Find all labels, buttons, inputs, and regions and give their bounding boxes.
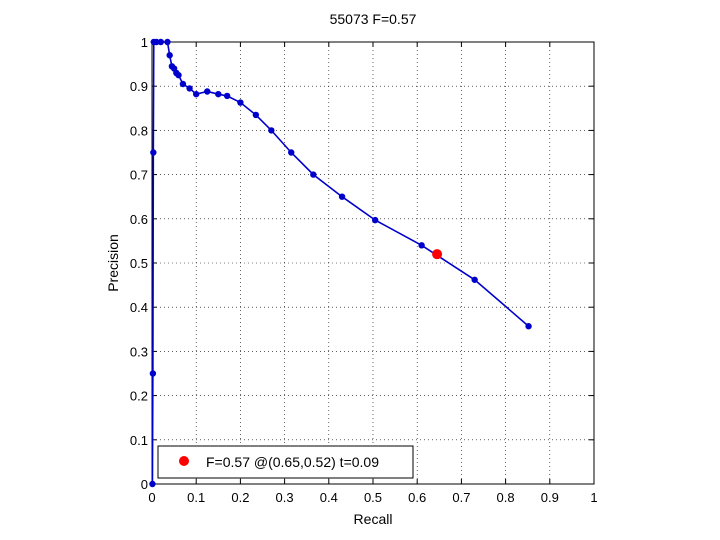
x-tick-label: 0.1 — [187, 490, 205, 505]
x-tick-label: 0.4 — [320, 490, 338, 505]
x-tick-label: 0.7 — [452, 490, 470, 505]
grid — [152, 42, 594, 484]
data-point — [252, 111, 260, 119]
legend-box — [157, 445, 414, 479]
data-point — [150, 149, 157, 156]
data-point — [418, 242, 425, 249]
data-point — [179, 80, 187, 88]
x-tick-label: 0.9 — [541, 490, 559, 505]
y-tick-labels: 0 0.1 0.2 0.3 0.4 0.5 0.6 0.7 0.8 0.9 1 — [130, 35, 148, 492]
data-point — [310, 171, 317, 178]
data-point — [372, 216, 379, 224]
data-point — [164, 38, 171, 46]
data-point — [268, 127, 275, 134]
x-tick-label: 0.2 — [231, 490, 249, 505]
x-tick-label: 0.3 — [276, 490, 294, 505]
data-point — [186, 85, 193, 92]
legend: F=0.57 @(0.65,0.52) t=0.09 — [157, 445, 414, 479]
x-tick-label: 0.6 — [408, 490, 426, 505]
x-tick-label: 0.5 — [364, 490, 382, 505]
legend-marker — [179, 456, 189, 466]
x-axis-label: Recall — [354, 511, 393, 527]
y-tick-label: 0.9 — [130, 79, 148, 94]
data-point — [149, 370, 157, 377]
chart-title: 55073 F=0.57 — [330, 11, 417, 27]
data-point — [471, 276, 478, 283]
legend-label: F=0.57 @(0.65,0.52) t=0.09 — [206, 454, 379, 470]
data-point — [193, 90, 200, 98]
y-tick-label: 0 — [141, 477, 148, 492]
best-f-point — [432, 249, 443, 260]
data-point — [149, 480, 156, 488]
y-tick-label: 0.6 — [130, 212, 148, 227]
data-point — [175, 71, 182, 79]
x-tick-label: 0 — [148, 490, 155, 505]
y-tick-label: 0.1 — [130, 433, 148, 448]
data-point — [223, 92, 231, 100]
y-tick-label: 0.2 — [130, 389, 148, 404]
data-point — [525, 323, 532, 330]
y-tick-label: 0.4 — [130, 300, 148, 315]
y-tick-label: 0.5 — [130, 256, 148, 271]
x-tick-label: 0.8 — [497, 490, 515, 505]
data-point — [338, 193, 346, 200]
x-tick-labels: 0 0.1 0.2 0.3 0.4 0.5 0.6 0.7 0.8 0.9 1 — [148, 490, 597, 505]
y-axis-label: Precision — [105, 234, 121, 292]
y-tick-label: 0.3 — [130, 344, 148, 359]
y-tick-label: 1 — [141, 35, 148, 50]
data-point — [153, 38, 160, 46]
x-tick-label: 1 — [590, 490, 597, 505]
data-point — [204, 88, 211, 95]
data-point — [237, 99, 244, 106]
y-tick-label: 0.8 — [130, 123, 148, 138]
data-point — [166, 52, 173, 59]
data-point — [157, 38, 165, 46]
data-point — [288, 149, 295, 156]
y-tick-label: 0.7 — [130, 168, 148, 183]
data-point — [215, 90, 222, 98]
series-group — [149, 38, 532, 488]
